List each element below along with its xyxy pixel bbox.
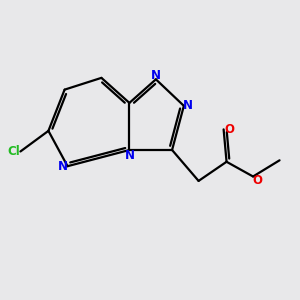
Text: O: O <box>253 173 262 187</box>
Text: O: O <box>224 123 235 136</box>
Text: N: N <box>58 160 68 173</box>
Text: Cl: Cl <box>8 145 20 158</box>
Text: N: N <box>124 149 134 162</box>
Text: N: N <box>182 99 192 112</box>
Text: N: N <box>151 69 161 82</box>
